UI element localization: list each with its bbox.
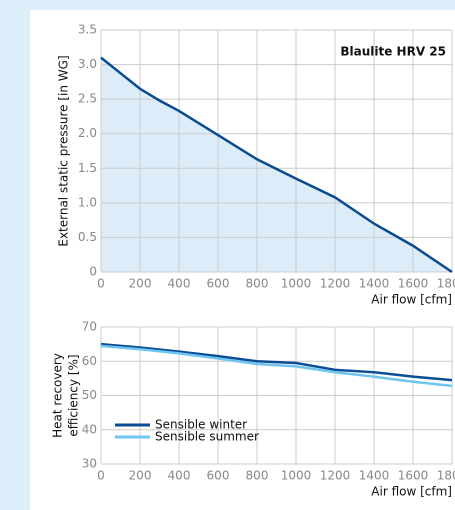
x-tick-label: 1000 [281,469,312,483]
x-tick-label: 1200 [320,277,351,291]
y-tick-label: 2.0 [78,126,97,140]
x-axis-label: Air flow [cfm] [371,485,452,499]
x-tick-label: 400 [168,469,191,483]
y-axis-label: Heat recovery [51,353,65,438]
series-line [100,344,453,388]
x-tick-label: 1200 [320,469,351,483]
x-tick-label: 800 [246,277,269,291]
x-tick-label: 200 [129,277,152,291]
y-tick-label: 0 [89,265,97,279]
x-tick-label: 1600 [398,277,429,291]
y-tick-label: 1.0 [78,195,97,209]
y-tick-label: 0.5 [78,230,97,244]
y-axis-label: efficiency [%] [67,354,81,436]
series-line [100,342,453,382]
y-tick-label: 60 [82,354,97,368]
x-tick-label: 0 [97,469,105,483]
x-tick-label: 1400 [359,277,390,291]
x-tick-label: 1800 [437,277,455,291]
x-tick-label: 600 [207,277,230,291]
x-tick-label: 1000 [281,277,312,291]
chart-title: Blaulite HRV 25 [340,45,446,59]
x-tick-label: 1400 [359,469,390,483]
x-tick-label: 1600 [398,469,429,483]
y-tick-label: 50 [82,388,97,402]
x-tick-label: 400 [168,277,191,291]
y-tick-label: 30 [82,457,97,471]
y-tick-label: 1.5 [78,161,97,175]
y-axis-label: External static pressure [in WG] [57,55,71,246]
x-tick-label: 200 [129,469,152,483]
y-tick-label: 3.0 [78,57,97,71]
legend-label: Sensible winter [155,418,247,432]
legend-label: Sensible summer [155,430,259,444]
x-tick-label: 800 [246,469,269,483]
series-line [100,56,453,274]
x-tick-label: 0 [97,277,105,291]
y-tick-label: 2.5 [78,92,97,106]
x-tick-label: 1800 [437,469,455,483]
y-tick-label: 70 [82,320,97,334]
x-axis-label: Air flow [cfm] [371,293,452,307]
y-tick-label: 3.5 [78,23,97,37]
y-tick-label: 40 [82,422,97,436]
x-tick-label: 600 [207,469,230,483]
